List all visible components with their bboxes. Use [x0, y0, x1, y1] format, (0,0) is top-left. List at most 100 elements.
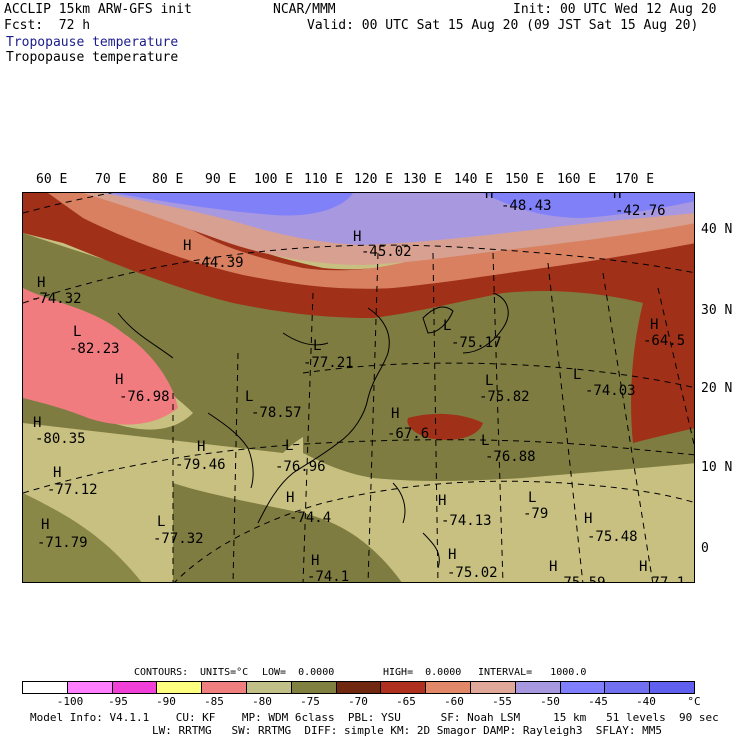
low-label: LOW= 0.0000: [262, 667, 335, 678]
extremum-mark: H: [33, 415, 42, 431]
contours-label: CONTOURS:: [134, 667, 189, 678]
lon-label: 130 E: [403, 172, 443, 187]
colorbar-label: -50: [540, 695, 560, 708]
extremum-value: -71.79: [37, 535, 88, 551]
colorbar-label: -55: [492, 695, 512, 708]
lat-label: 10 N: [701, 460, 733, 475]
colorbar-cell: [23, 682, 68, 693]
colorbar-cell: [157, 682, 203, 693]
interval-label: INTERVAL= 1000.0: [478, 667, 587, 678]
extremum-mark: L: [443, 318, 452, 334]
colorbar-label: -80: [252, 695, 272, 708]
colorbar-cell: [650, 682, 694, 693]
lon-label: 80 E: [152, 172, 184, 187]
extremum-mark: H: [353, 229, 362, 245]
lat-label: 40 N: [701, 222, 733, 237]
model-title: ACCLIP 15km ARW-GFS init: [4, 2, 192, 17]
colorbar-cell: [336, 682, 382, 693]
colorbar-cell: [112, 682, 158, 693]
colorbar-cell: [426, 682, 471, 693]
colorbar-cell: [246, 682, 292, 693]
lon-label: 60 E: [36, 172, 68, 187]
extremum-value: -75.48: [587, 529, 638, 545]
lon-label: 70 E: [95, 172, 127, 187]
extremum-mark: H: [53, 465, 62, 481]
lon-label: 100 E: [254, 172, 294, 187]
extremum-value: -74.32: [31, 291, 82, 307]
extremum-mark: L: [73, 324, 82, 340]
extremum-mark: L: [157, 514, 166, 530]
color-scale-bar: [22, 681, 695, 694]
extremum-mark: H: [183, 238, 192, 254]
map-shading: [23, 193, 694, 582]
colorbar-label: -65: [396, 695, 416, 708]
extremum-value: -77.21: [303, 355, 354, 371]
extremum-mark: H: [311, 553, 320, 569]
lat-label: 30 N: [701, 303, 733, 318]
tropopause-temperature-map: H -44.39 H -45.02 H -48.43 H -42.76 H -7…: [22, 192, 695, 583]
extremum-mark: H: [650, 317, 659, 333]
extremum-value: -74.13: [441, 513, 492, 529]
extremum-value: -74.03: [585, 383, 636, 399]
lon-label: 90 E: [205, 172, 237, 187]
extremum-value: -48.43: [501, 198, 552, 214]
colorbar-cell: [381, 682, 427, 693]
extremum-mark: L: [485, 373, 494, 389]
colorbar-cell: [202, 682, 247, 693]
extremum-mark: L: [481, 433, 490, 449]
extremum-value: -44.39: [193, 255, 244, 271]
extremum-mark: H: [639, 559, 648, 575]
valid-time: Valid: 00 UTC Sat 15 Aug 20 (09 JST Sat …: [307, 18, 699, 33]
extremum-mark: H: [286, 490, 295, 506]
lat-label: 0: [701, 541, 709, 556]
extremum-mark: H: [584, 511, 593, 527]
extremum-value: -76.98: [119, 389, 170, 405]
colorbar-label: -90: [156, 695, 176, 708]
lon-label: 170 E: [615, 172, 655, 187]
init-time: Init: 00 UTC Wed 12 Aug 20: [513, 2, 717, 17]
extremum-mark: L: [573, 367, 582, 383]
units-label: UNITS=°C: [200, 667, 249, 678]
extremum-value: -82.23: [69, 341, 120, 357]
extremum-mark: H: [549, 559, 558, 575]
extremum-value: -79.46: [175, 457, 226, 473]
extremum-value: -77.1: [643, 575, 686, 583]
extremum-value: -74.4: [289, 510, 332, 526]
extremum-value: -75.02: [447, 565, 498, 581]
colorbar-cell: [515, 682, 561, 693]
colorbar-label: -70: [348, 695, 368, 708]
extremum-mark: H: [41, 517, 50, 533]
lon-label: 160 E: [557, 172, 597, 187]
model-info-line-1: Model Info: V4.1.1 CU: KF MP: WDM 6class…: [30, 711, 719, 724]
extremum-value: -75.59: [555, 575, 606, 583]
model-info-line-2: LW: RRTMG SW: RRTMG DIFF: simple KM: 2D …: [152, 724, 662, 737]
extremum-mark: L: [528, 490, 537, 506]
extremum-value: -77.12: [47, 482, 98, 498]
forecast-hour: Fcst: 72 h: [4, 18, 91, 33]
lat-label: 20 N: [701, 381, 733, 396]
colorbar-cell: [470, 682, 516, 693]
extremum-mark: H: [391, 406, 400, 422]
colorbar-label: -45: [588, 695, 608, 708]
extremum-value: -80.35: [35, 431, 86, 447]
colorbar-unit-label: °C: [687, 695, 701, 708]
extremum-mark: H: [438, 493, 447, 509]
extremum-value: -76.88: [485, 449, 536, 465]
org-label: NCAR/MMM: [273, 2, 336, 17]
colorbar-cell: [560, 682, 606, 693]
extremum-mark: H: [197, 439, 206, 455]
colorbar-label: -85: [204, 695, 224, 708]
extremum-mark: H: [448, 547, 457, 563]
extremum-value: -79: [523, 506, 549, 522]
extremum-mark: H: [115, 372, 124, 388]
extremum-value: -42.76: [615, 203, 666, 219]
extremum-mark: H: [37, 275, 46, 291]
lon-label: 110 E: [304, 172, 344, 187]
colorbar-label: -60: [444, 695, 464, 708]
extremum-value: -76.96: [275, 459, 326, 475]
colorbar-cell: [605, 682, 651, 693]
extremum-value: -67.6: [387, 426, 430, 442]
extremum-value: -75.82: [479, 389, 530, 405]
extremum-mark: L: [245, 389, 254, 405]
lon-label: 120 E: [354, 172, 394, 187]
